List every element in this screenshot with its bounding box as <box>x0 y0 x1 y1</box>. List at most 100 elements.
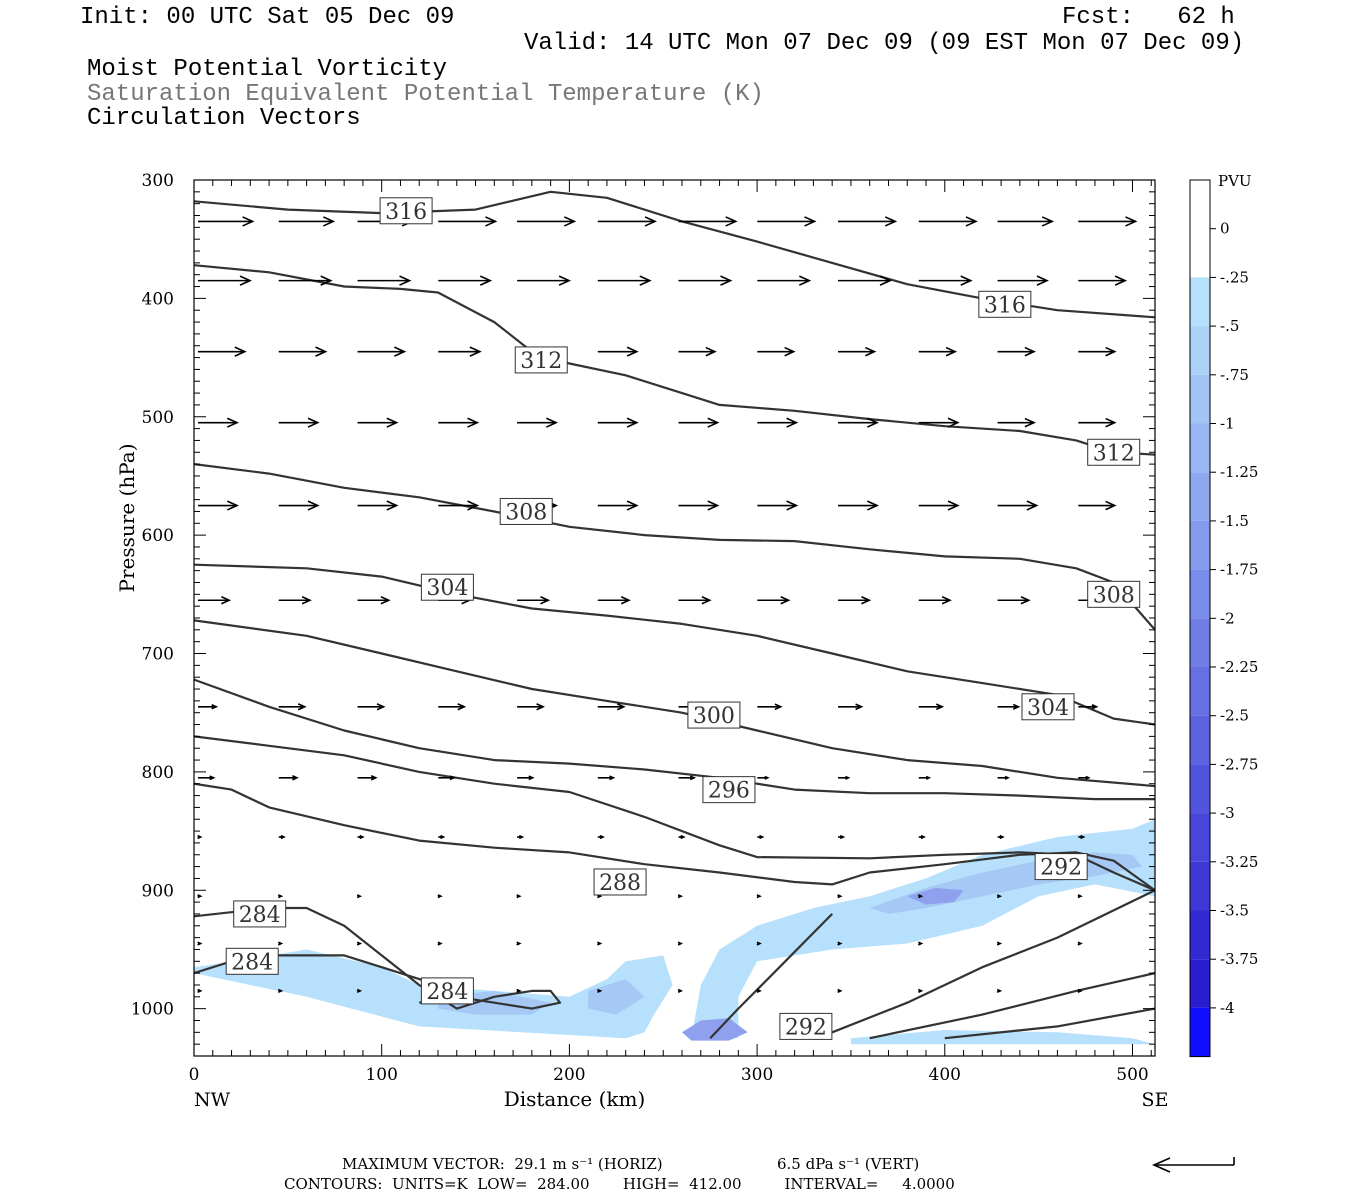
vector-head <box>920 834 926 840</box>
y-tick-label: 700 <box>142 645 174 665</box>
colorbar-cell <box>1190 520 1210 570</box>
contour-label-text: 312 <box>520 349 562 374</box>
vector-arrow <box>678 775 697 781</box>
vector-arrow <box>597 703 626 711</box>
vector-head <box>221 596 232 605</box>
vector-arrow <box>678 500 720 511</box>
colorbar-label: -3.5 <box>1220 902 1249 920</box>
vector-head <box>999 834 1005 840</box>
contour-info: CONTOURS: UNITS=K LOW= 284.00 HIGH= 412.… <box>284 1175 955 1193</box>
vector-head <box>720 275 733 286</box>
vector-head <box>479 275 493 286</box>
contour-label-box <box>379 197 433 225</box>
vector-arrow <box>1078 775 1091 780</box>
vector-arrow <box>597 417 639 428</box>
contour-label: 304 <box>420 573 474 601</box>
vector-arrow <box>597 941 603 946</box>
vector-arrow <box>757 703 783 711</box>
vector-arrow <box>277 894 284 899</box>
contour-label-box <box>233 900 287 928</box>
contour-label: 284 <box>233 900 287 928</box>
y-tick-label: 1000 <box>131 1000 174 1020</box>
vector-head <box>866 500 879 511</box>
vector-head <box>1085 775 1091 780</box>
vector-head <box>1041 216 1055 227</box>
vector-head <box>996 941 1003 946</box>
contour-304-3 <box>194 563 1155 726</box>
vector-head <box>837 941 843 946</box>
vector-head <box>689 775 697 781</box>
colorbar-label: -.5 <box>1220 317 1239 335</box>
vector-head <box>485 216 498 227</box>
vector-head <box>918 988 924 993</box>
contour-label-text: 304 <box>1027 696 1069 721</box>
vector-head <box>516 894 522 899</box>
vector-head <box>918 941 924 946</box>
vector-head <box>947 500 960 511</box>
colorbar-label: -2.75 <box>1220 755 1258 773</box>
vector-arrow <box>356 894 363 899</box>
vector-head <box>680 834 686 840</box>
vector-head <box>707 500 720 511</box>
contour-label-box <box>1021 693 1075 721</box>
vector-arrow <box>918 346 958 357</box>
valid-time: Valid: 14 UTC Mon 07 Dec 09 (09 EST Mon … <box>524 30 1245 57</box>
vector-arrow <box>996 988 1003 993</box>
colorbar-label: -2.5 <box>1220 707 1249 725</box>
vector-head <box>597 941 603 946</box>
vector-arrow <box>517 775 535 781</box>
contour-label-text: 284 <box>231 950 273 975</box>
vector-head <box>996 988 1003 993</box>
colorbar-cell <box>1190 277 1210 327</box>
vector-arrow <box>517 834 525 840</box>
vector-arrow <box>197 988 203 993</box>
vector-arrow <box>678 834 686 840</box>
vector-arrow <box>198 500 239 511</box>
vector-arrow <box>838 775 851 780</box>
vector-head <box>558 275 572 286</box>
contour-label: 284 <box>225 947 279 975</box>
vector-head <box>301 596 312 605</box>
colorbar-label: -1.5 <box>1220 512 1249 530</box>
x-end-label-left: NW <box>194 1089 231 1111</box>
colorbar-cell <box>1190 374 1210 424</box>
contour-label: 308 <box>1087 580 1141 608</box>
vector-arrow <box>198 704 219 710</box>
vector-arrow <box>438 216 498 227</box>
vector-head <box>197 894 203 899</box>
vector-head <box>197 834 203 840</box>
vector-arrow <box>918 894 924 899</box>
vector-arrow <box>757 500 799 511</box>
field-title-theta-e: Saturation Equivalent Potential Temperat… <box>87 81 764 108</box>
vector-head <box>786 500 799 511</box>
contour-label: 312 <box>1087 438 1141 466</box>
pv-region-4 <box>907 887 964 905</box>
reference-vector <box>1152 1157 1235 1173</box>
vector-head <box>356 894 363 899</box>
vector-arrow <box>997 275 1049 286</box>
vector-arrow <box>197 894 203 899</box>
contour-label-text: 288 <box>599 871 641 896</box>
vector-head <box>356 988 363 993</box>
vector-head <box>297 703 307 711</box>
vector-head <box>620 596 631 605</box>
colorbar: PVU 0 -.25 -.5 -.75 -1 -1.25 -1.5 -1.75 -2 -2.25 -2… <box>1189 172 1258 1058</box>
colorbar-cell <box>1190 764 1210 814</box>
vector-arrow <box>918 417 960 428</box>
contour-296-5 <box>194 678 1155 801</box>
vector-head <box>865 346 877 357</box>
vector-arrow <box>1078 704 1099 710</box>
vector-head <box>1105 417 1117 428</box>
vector-arrow <box>678 216 738 227</box>
vector-head <box>639 275 652 286</box>
vector-arrow <box>198 417 239 428</box>
vector-arrow <box>837 988 843 993</box>
vector-arrow <box>678 596 712 605</box>
vector-head <box>197 941 203 946</box>
vector-arrow <box>197 941 203 946</box>
contour-300-12 <box>869 972 1155 1040</box>
vector-head <box>707 417 720 428</box>
vector-head <box>1080 834 1086 840</box>
axes-layer: 0 100 200 300 400 500 300 400 500 600 700 800 900 100… <box>115 171 1168 1111</box>
